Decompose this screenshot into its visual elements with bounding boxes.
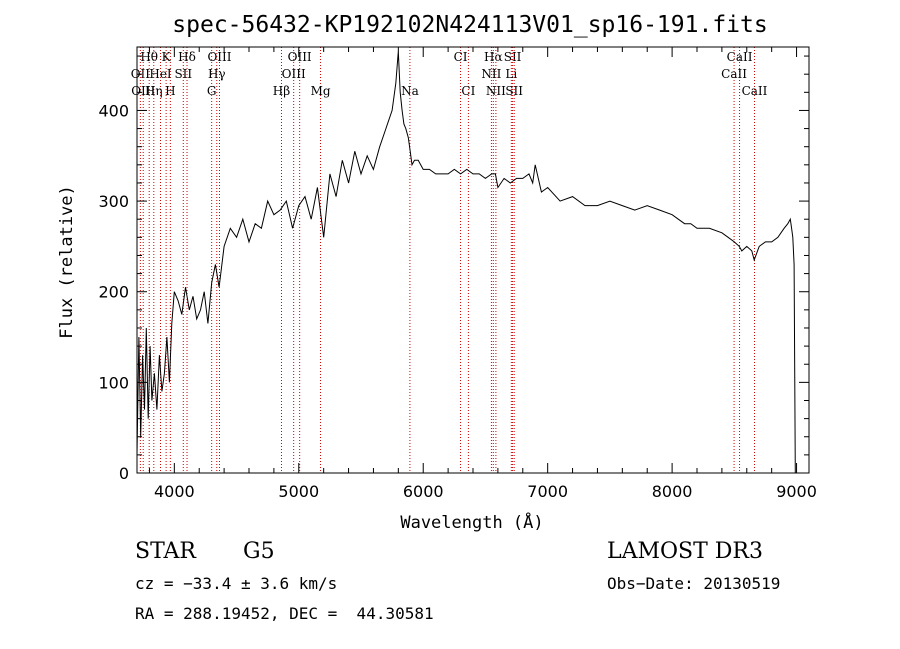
line-marker-label: Na (401, 84, 419, 98)
line-marker-label: Hη (145, 84, 163, 98)
subclass-label: G5 (243, 539, 275, 564)
line-marker-label: CaII (721, 67, 747, 81)
line-marker-label: Hβ (273, 84, 290, 98)
x-tick-label: 4000 (154, 482, 195, 501)
line-marker-label: HeI (149, 67, 172, 81)
y-tick-label: 400 (98, 101, 129, 120)
line-marker-label: OIII (282, 67, 306, 81)
y-tick-label: 100 (98, 373, 129, 392)
line-marker-label: SII (174, 67, 192, 81)
line-marker-label: SII (504, 50, 522, 64)
line-marker-label: SII (505, 84, 523, 98)
line-marker-label: CI (454, 50, 468, 64)
spectrum-line (136, 51, 796, 474)
obs-date: Obs−Date: 20130519 (607, 574, 781, 593)
x-tick-label: 6000 (403, 482, 444, 501)
line-marker-label: K (162, 50, 172, 64)
survey-label: LAMOST DR3 (607, 539, 763, 564)
chart-title: spec-56432-KP192102N424113V01_sp16-191.f… (172, 12, 767, 38)
x-tick-label: 9000 (776, 482, 817, 501)
x-tick-label: 7000 (527, 482, 568, 501)
line-marker-label: Hα (484, 50, 503, 64)
axis-ticks: 4000 5000 6000 7000 8000 9000 0 100 200 300 400 (98, 47, 817, 501)
line-marker-label: CaII (742, 84, 768, 98)
line-marker-label: OIII (207, 50, 231, 64)
line-marker-label: CI (461, 84, 475, 98)
y-axis-label: Flux (relative) (57, 185, 77, 339)
x-tick-label: 8000 (652, 482, 693, 501)
x-axis-label: Wavelength (Å) (400, 511, 543, 533)
line-marker-label: Li (505, 67, 517, 81)
plot-frame (136, 46, 810, 474)
line-marker-label: Hγ (208, 67, 226, 81)
line-marker-label: Hδ (178, 50, 196, 64)
line-marker-label: CaII (727, 50, 753, 64)
line-marker-label: G (207, 84, 217, 98)
line-marker-label: OIII (288, 50, 312, 64)
y-tick-label: 0 (119, 464, 129, 483)
redshift-readout: cz = −33.4 ± 3.6 km/s (135, 574, 338, 593)
line-marker-label: H (165, 84, 175, 98)
y-tick-label: 200 (98, 283, 129, 302)
class-label: STAR (135, 539, 196, 564)
line-marker-label: NII (481, 67, 501, 81)
line-marker-label: Mg (311, 84, 331, 98)
x-tick-label: 5000 (278, 482, 319, 501)
y-tick-label: 300 (98, 192, 129, 211)
coordinates: RA = 288.19452, DEC = 44.30581 (135, 604, 434, 623)
line-marker-label: NII (486, 84, 506, 98)
